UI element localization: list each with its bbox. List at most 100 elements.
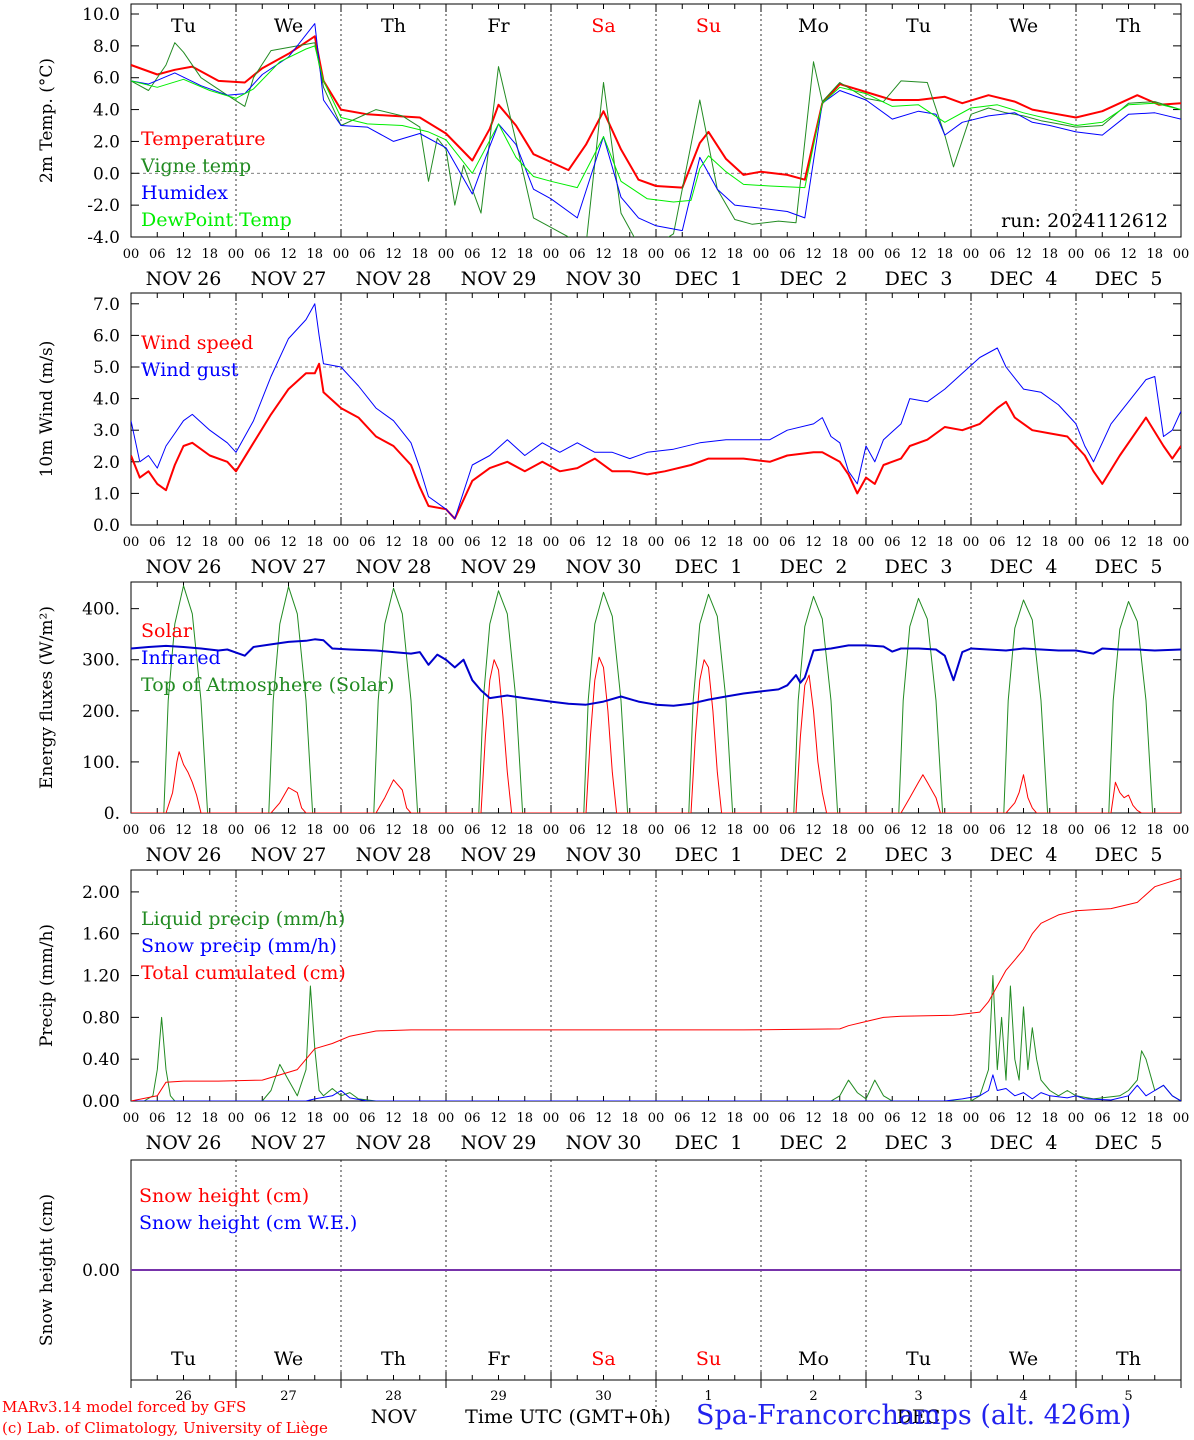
day-name-label: Fr <box>487 15 510 37</box>
hour-label: 06 <box>779 823 796 838</box>
hour-label: 06 <box>779 1111 796 1126</box>
date-label: DEC 4 <box>990 268 1058 290</box>
hour-label: 12 <box>1015 1111 1032 1126</box>
y-tick-label: 3.0 <box>93 421 120 441</box>
hour-label: 18 <box>726 823 743 838</box>
hour-label: 06 <box>359 247 376 262</box>
y-axis-title: 2m Temp. (°C) <box>37 58 57 183</box>
date-label: NOV 28 <box>356 268 432 290</box>
hour-label: 12 <box>1120 1111 1137 1126</box>
date-label: NOV 30 <box>566 844 642 866</box>
hour-label: 12 <box>805 823 822 838</box>
bottom-day-number: 2 <box>809 1389 817 1404</box>
hour-label: 06 <box>149 823 166 838</box>
hour-label: 06 <box>674 535 691 550</box>
date-label: NOV 27 <box>251 268 327 290</box>
hour-label: 06 <box>464 247 481 262</box>
hour-label: 00 <box>858 247 875 262</box>
hour-label: 00 <box>438 823 455 838</box>
hour-label: 00 <box>648 823 665 838</box>
hour-label: 12 <box>1120 823 1137 838</box>
hour-label: 06 <box>569 535 586 550</box>
station-title: Spa-Francorchamps (alt. 426m) <box>696 1400 1132 1431</box>
hour-label: 06 <box>989 823 1006 838</box>
date-label: DEC 3 <box>885 268 953 290</box>
day-name-label: Th <box>1116 15 1141 37</box>
date-label: NOV 30 <box>566 1132 642 1154</box>
legend-item: Wind gust <box>141 359 239 381</box>
hour-label: 00 <box>753 1111 770 1126</box>
hour-label: 00 <box>123 535 140 550</box>
hour-label: 12 <box>490 1111 507 1126</box>
hour-label: 18 <box>306 535 323 550</box>
run-label: run: 2024112612 <box>1001 210 1168 232</box>
date-label: NOV 27 <box>251 844 327 866</box>
hour-label: 12 <box>490 823 507 838</box>
legend-item: Liquid precip (mm/h) <box>141 908 345 930</box>
hour-label: 00 <box>1068 1111 1085 1126</box>
date-label: DEC 1 <box>675 1132 743 1154</box>
hour-label: 06 <box>149 247 166 262</box>
y-tick-label: 0.0 <box>93 516 120 536</box>
hour-label: 06 <box>1094 535 1111 550</box>
legend-item: Wind speed <box>141 332 253 354</box>
date-label: DEC 1 <box>675 844 743 866</box>
legend-item: Humidex <box>141 182 228 204</box>
date-label: NOV 30 <box>566 556 642 578</box>
series-snow-precip-mm-h <box>131 1074 1181 1101</box>
panel-2: 0.0 1.0 2.0 3.0 4.0 5.0 6.0 7.0 10m Wind (m/s) Wi… <box>37 292 1189 578</box>
hour-label: 12 <box>700 1111 717 1126</box>
series-wind-speed <box>131 362 1181 520</box>
day-name-label: We <box>1009 1348 1038 1370</box>
y-tick-label: 100. <box>82 753 120 773</box>
hour-label: 18 <box>936 247 953 262</box>
hour-label: 06 <box>674 1111 691 1126</box>
day-name-label: Sa <box>591 15 615 37</box>
date-label: DEC 2 <box>780 1132 848 1154</box>
hour-label: 06 <box>569 247 586 262</box>
legend-item: Temperature <box>141 128 265 150</box>
hour-label: 06 <box>569 1111 586 1126</box>
date-label: DEC 2 <box>780 844 848 866</box>
day-name-label: Su <box>696 1348 721 1370</box>
day-name-label: Sa <box>591 1348 615 1370</box>
hour-label: 18 <box>201 1111 218 1126</box>
hour-label: 00 <box>123 247 140 262</box>
panel-3: 0. 100. 200. 300. 400. Energy fluxes (W/m²) So… <box>37 581 1189 866</box>
y-axis-title: 10m Wind (m/s) <box>37 341 57 478</box>
hour-label: 00 <box>648 535 665 550</box>
hour-label: 18 <box>1146 1111 1163 1126</box>
hour-label: 06 <box>884 247 901 262</box>
y-axis-title: Precip (mm/h) <box>37 924 57 1047</box>
hour-label: 12 <box>805 1111 822 1126</box>
hour-label: 18 <box>831 535 848 550</box>
hour-label: 00 <box>543 247 560 262</box>
hour-label: 00 <box>333 535 350 550</box>
date-label: NOV 28 <box>356 556 432 578</box>
hour-label: 00 <box>858 1111 875 1126</box>
y-tick-label: 6.0 <box>93 326 120 346</box>
date-label: DEC 3 <box>885 1132 953 1154</box>
hour-label: 18 <box>516 1111 533 1126</box>
hour-label: 18 <box>201 535 218 550</box>
series-humidex <box>131 23 1181 232</box>
hour-label: 06 <box>884 1111 901 1126</box>
hour-label: 12 <box>595 1111 612 1126</box>
date-label: DEC 3 <box>885 556 953 578</box>
hour-label: 00 <box>858 535 875 550</box>
date-label: DEC 4 <box>990 1132 1058 1154</box>
date-label: DEC 5 <box>1095 268 1163 290</box>
hour-label: 18 <box>306 823 323 838</box>
bottom-day-number: 5 <box>1124 1389 1132 1404</box>
hour-label: 06 <box>149 1111 166 1126</box>
day-name-label: We <box>274 15 303 37</box>
hour-label: 12 <box>280 823 297 838</box>
hour-label: 12 <box>1015 535 1032 550</box>
bottom-day-number: 30 <box>595 1389 612 1404</box>
y-tick-label: 4.0 <box>93 101 120 121</box>
hour-label: 18 <box>201 823 218 838</box>
y-tick-label: 2.0 <box>93 453 120 473</box>
hour-label: 06 <box>254 535 271 550</box>
date-label: NOV 29 <box>461 844 537 866</box>
day-name-label: Th <box>1116 1348 1141 1370</box>
